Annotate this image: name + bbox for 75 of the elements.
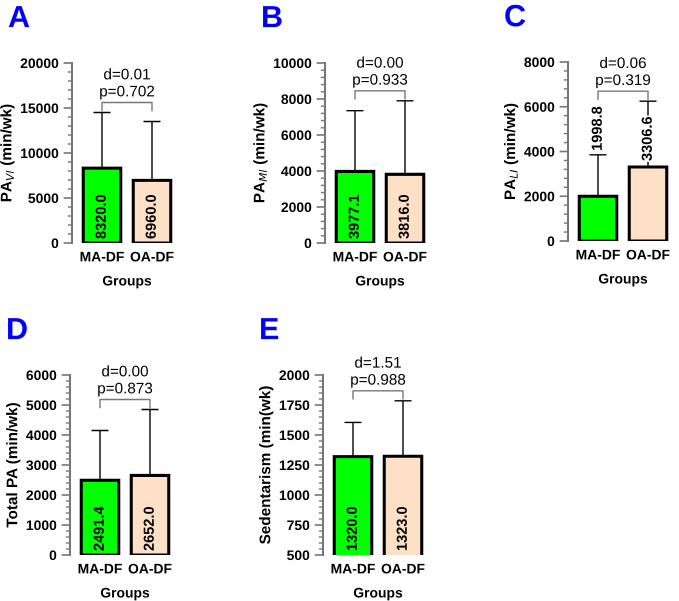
data-label: 2491.4	[94, 506, 104, 550]
annotation: p=0.702	[100, 86, 154, 100]
chart-title: E	[261, 318, 278, 340]
y-tick-label: 750	[287, 520, 310, 530]
y-tick-label: 1250	[280, 460, 310, 470]
y-tick-label: 0	[50, 550, 56, 560]
y-tick-label: 6000	[524, 102, 554, 112]
y-tick-label: 6000	[26, 370, 56, 380]
y-tick-label: 2000	[26, 490, 56, 500]
y-axis-title: Sedentarism (min(wk)	[259, 386, 274, 544]
x-tick-label: MA-DF	[78, 564, 122, 574]
data-label: 1998.8	[592, 106, 602, 150]
y-tick-label: 500	[287, 550, 310, 560]
x-tick-label: MA-DF	[334, 252, 377, 262]
text: d=1.51	[355, 356, 401, 368]
y-axis-title: PA$_{VI}$ (min/wk)	[0, 104, 15, 202]
annotation: p=0.873	[98, 382, 152, 396]
y-tick-label: 1750	[280, 400, 310, 410]
y-tick-label: 4000	[26, 430, 56, 440]
annotation: d=0.01	[104, 68, 150, 80]
x-tick-label: MA-DF	[576, 250, 620, 260]
y-tick-label: 2000	[279, 370, 310, 380]
annotation: d=0.06	[600, 56, 646, 68]
annotation: p=0.933	[353, 74, 408, 88]
data-label: 1320.0	[346, 506, 357, 550]
y-tick-label: 0	[548, 236, 554, 246]
y-tick-label: 8000	[524, 57, 554, 68]
y-tick-label: 2000	[524, 192, 554, 202]
annotation: p=0.319	[596, 74, 650, 88]
y-tick-label: 1500	[280, 430, 310, 440]
y-tick-label: 0	[52, 238, 58, 248]
y-tick-label: 6000	[281, 130, 312, 140]
y-tick-label: 2000	[281, 202, 312, 212]
x-tick-label: MA-DF	[80, 252, 124, 262]
annotation: p=0.988	[351, 374, 406, 388]
y-axis-title: PA$_{LI}$ (min/wk)	[504, 104, 518, 200]
y-axis-title: PA$_{MI}$ (min/wk)	[253, 104, 268, 202]
data-label: 8320.0	[96, 194, 106, 239]
x-axis-title: Groups	[102, 276, 152, 288]
y-axis-title: Total PA (min/wk)	[6, 403, 20, 528]
x-axis-title: Groups	[598, 274, 648, 286]
annotation: d=0.00	[357, 56, 403, 68]
y-tick-label: 5000	[28, 193, 58, 204]
data-label: 3977.1	[348, 194, 359, 239]
y-tick-label: 20000	[20, 58, 58, 68]
x-tick-label: OA-DF	[384, 252, 426, 262]
y-tick-label: 4000	[524, 146, 554, 157]
annotation: d=0.00	[102, 365, 148, 376]
y-tick-label: 10000	[21, 148, 58, 158]
data-label: 6960.0	[146, 194, 156, 238]
chart-title: D	[8, 318, 27, 340]
y-tick-label: 4000	[281, 166, 312, 176]
y-tick-label: 1000	[26, 520, 56, 530]
data-label: 3306.6	[642, 116, 652, 161]
y-tick-label: 5000	[26, 400, 56, 410]
data-label: 2652.0	[144, 506, 154, 550]
y-tick-label: 3000	[26, 460, 56, 470]
x-axis-title: Groups	[354, 588, 402, 600]
data-label: 3816.0	[398, 194, 409, 239]
x-axis-title: Groups	[356, 276, 404, 288]
y-tick-label: 10000	[274, 58, 312, 68]
x-axis-title: Groups	[100, 588, 150, 600]
y-tick-label: 8000	[281, 94, 312, 104]
y-tick-label: 1000	[280, 490, 310, 500]
chart-title: B	[263, 6, 282, 28]
chart-title: C	[505, 4, 526, 26]
y-tick-label: 15000	[21, 103, 58, 114]
y-tick-label: 0	[304, 238, 312, 248]
x-tick-label: OA-DF	[382, 564, 424, 574]
chart-title: A	[8, 6, 30, 28]
x-tick-label: OA-DF	[128, 564, 172, 574]
data-label: 1323.0	[396, 506, 407, 550]
x-tick-label: MA-DF	[332, 564, 375, 574]
x-tick-label: OA-DF	[130, 252, 174, 262]
x-tick-label: OA-DF	[626, 250, 670, 260]
